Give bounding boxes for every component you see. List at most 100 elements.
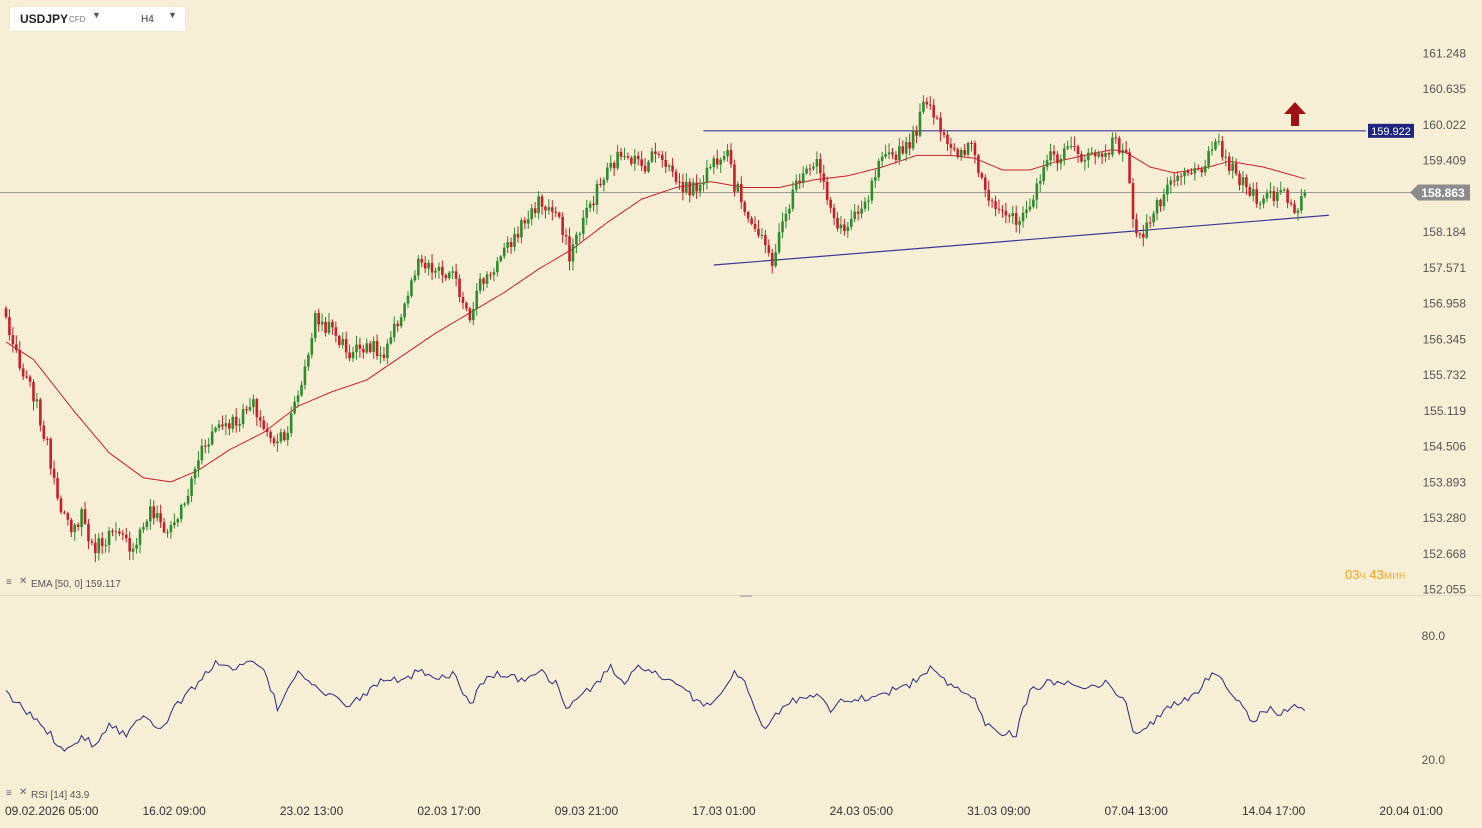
ema-path [5, 149, 1305, 483]
candle-body [767, 245, 771, 253]
candle-body [128, 538, 131, 552]
candle-body [1248, 187, 1252, 196]
candle-body [1245, 177, 1248, 188]
candle-body [853, 211, 856, 219]
candle-body [358, 344, 362, 349]
time-tick-label: 09.03 21:00 [555, 804, 619, 818]
candle-body [891, 152, 894, 155]
candle-body [1069, 145, 1073, 147]
symbol-selector[interactable]: USDJPY CFD ▼ H4 ▼ [10, 7, 185, 31]
candle-body [915, 130, 918, 136]
time-tick-label: 31.03 09:00 [967, 804, 1031, 818]
candle-body [1128, 152, 1131, 184]
candle-body [561, 216, 564, 235]
candle-body [547, 207, 551, 211]
candle-body [1221, 141, 1224, 158]
candle-body [812, 166, 815, 169]
candle-body [145, 521, 149, 527]
candle-body [159, 513, 162, 523]
candle-body [719, 159, 722, 165]
candle-body [894, 154, 898, 161]
candle-body [1207, 150, 1210, 166]
countdown-minutes: 43 [1369, 567, 1384, 582]
candle-body [516, 234, 520, 238]
close-icon[interactable]: ✕ [19, 787, 28, 798]
candle-body [351, 352, 355, 359]
candle-body [289, 413, 293, 433]
candle-body [207, 444, 211, 447]
candle-body [922, 101, 925, 112]
candle-body [303, 366, 307, 385]
candle-body [341, 338, 345, 345]
candle-body [685, 181, 688, 193]
candle-body [709, 167, 712, 169]
candle-body [18, 350, 22, 369]
candle-body [1093, 152, 1097, 157]
close-icon[interactable]: ✕ [19, 576, 28, 587]
candle-body [234, 416, 238, 426]
time-tick-label: 02.03 17:00 [417, 804, 481, 818]
candle-body [1176, 175, 1179, 181]
candle-body [1179, 175, 1183, 177]
candle-body [403, 303, 406, 318]
candle-body [389, 337, 393, 344]
candle-body [630, 157, 633, 164]
ema-line [5, 149, 1305, 483]
candle-body [822, 173, 826, 182]
menu-icon[interactable]: ≡ [6, 577, 12, 588]
candle-body [73, 524, 77, 533]
candle-body [671, 165, 674, 172]
candle-body [1169, 180, 1173, 185]
candle-body [135, 544, 138, 549]
candle-body [327, 321, 331, 333]
chevron-down-icon[interactable]: ▼ [168, 10, 177, 20]
timeframe-label[interactable]: H4 [141, 14, 154, 25]
candle-body [925, 101, 929, 105]
candle-body [729, 149, 733, 165]
candle-body [392, 323, 396, 338]
candle-body [1114, 137, 1118, 139]
candle-body [664, 159, 668, 167]
chevron-down-icon[interactable]: ▼ [92, 10, 101, 20]
candle-body [131, 548, 135, 552]
candle-body [698, 184, 702, 192]
candle-body [283, 432, 286, 440]
candle-body [987, 189, 990, 201]
symbol-name[interactable]: USDJPY [20, 12, 69, 26]
candle-body [1011, 213, 1015, 217]
resistance-price-value: 159.922 [1371, 126, 1411, 138]
candle-body [860, 208, 863, 214]
candle-body [808, 168, 812, 170]
candle-body [523, 220, 527, 224]
candle-body [874, 177, 877, 181]
candle-body [753, 223, 757, 229]
candle-body [83, 509, 87, 524]
candle-body [544, 206, 547, 211]
candle-body [932, 105, 936, 118]
candle-body [578, 233, 582, 235]
rsi-axis: 80.0 20.0 [1422, 629, 1446, 767]
candle-body [169, 525, 173, 533]
instrument-type: CFD [69, 15, 86, 24]
candle-body [279, 432, 283, 442]
candle-body [1052, 151, 1056, 155]
menu-icon[interactable]: ≡ [6, 788, 12, 799]
support-trendline[interactable] [713, 214, 1329, 266]
candle-body [162, 522, 166, 533]
candle-body [406, 295, 410, 304]
candle-body [97, 538, 101, 554]
candle-body [149, 506, 152, 522]
candle-body [324, 321, 327, 333]
panel-resize-handle[interactable] [740, 595, 752, 597]
candle-body [310, 338, 314, 355]
candle-body [454, 271, 458, 279]
candle-body [210, 431, 214, 445]
candle-body [660, 154, 664, 160]
candle-body [265, 428, 269, 432]
rsi-indicator-label: RSI [14] 43.9 [31, 790, 90, 801]
candle-body [829, 199, 832, 208]
candle-body [616, 151, 619, 169]
support-trendline-path [713, 214, 1329, 266]
candle-body [87, 523, 90, 542]
